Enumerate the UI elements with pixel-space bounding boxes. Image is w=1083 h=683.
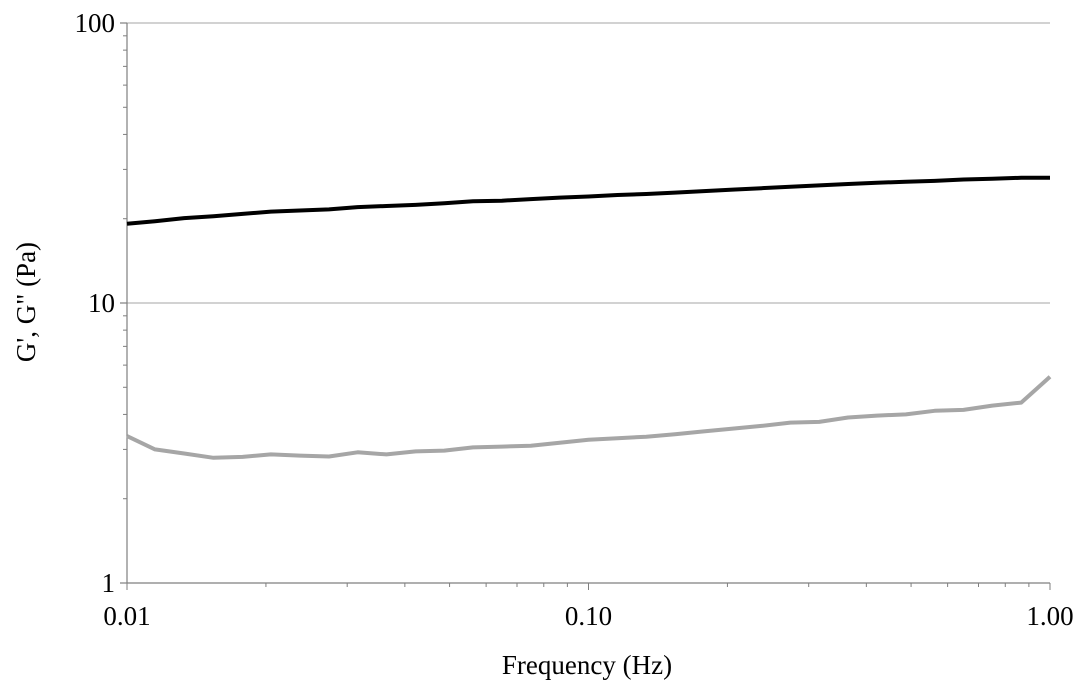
y-minor-ticks [123, 35, 127, 500]
series-line-2 [126, 375, 1052, 460]
y-tick-label: 1 [102, 568, 116, 598]
gridlines [127, 22, 1050, 304]
axes [120, 22, 1051, 590]
y-tick-label: 10 [88, 288, 115, 318]
data-lines [126, 175, 1052, 460]
x-tick-label: 1.00 [1026, 601, 1073, 631]
tick-labels: 1 10 100 0.01 0.10 1.00 [75, 8, 1074, 631]
x-tick-label: 0.01 [103, 601, 150, 631]
y-axis-title: G', G" (Pa) [11, 242, 41, 362]
x-axis-title: Frequency (Hz) [502, 650, 672, 680]
series-line-1 [126, 175, 1050, 226]
x-tick-label: 0.10 [565, 601, 612, 631]
y-tick-label: 100 [75, 8, 116, 38]
